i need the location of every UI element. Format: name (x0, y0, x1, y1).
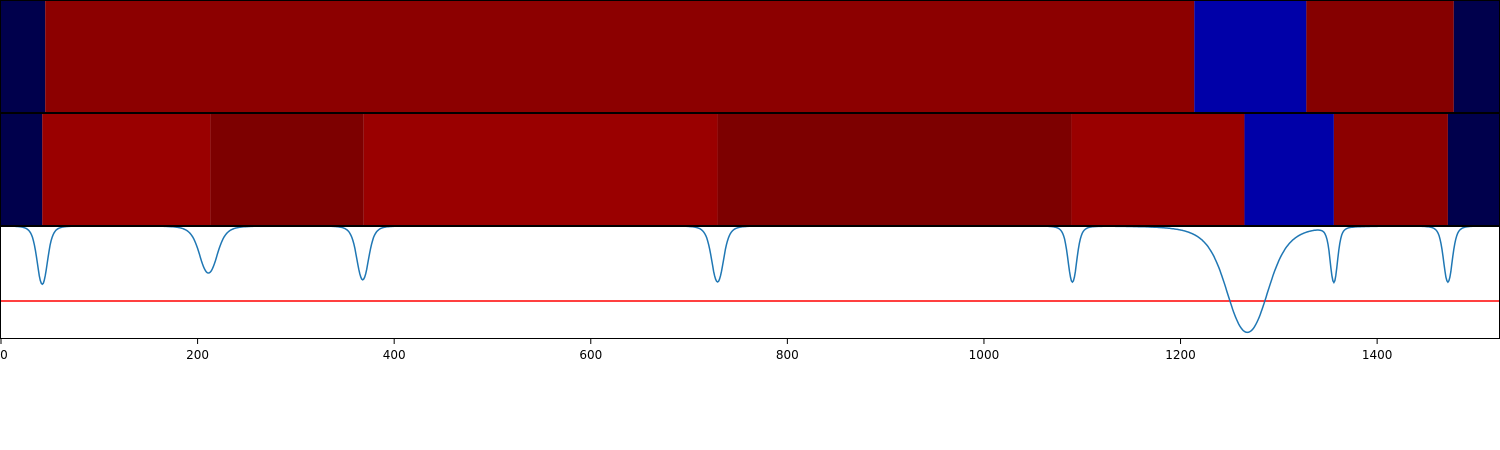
segment-0-3 (1306, 0, 1454, 112)
segment-1-6 (1244, 113, 1334, 225)
signal-panel-background (0, 226, 1500, 338)
segment-0-4 (1453, 0, 1500, 112)
x-tick-label-5: 1000 (969, 348, 1000, 362)
x-axis: 0 200 400 600 800 1000 1200 1400 (0, 339, 1392, 362)
x-tick-label-3: 600 (579, 348, 602, 362)
segment-0-2 (1194, 0, 1307, 112)
segment-1-7 (1333, 113, 1448, 225)
x-tick-label-4: 800 (776, 348, 799, 362)
segment-row-top (1, 0, 1500, 112)
segment-1-4 (717, 113, 1072, 225)
segment-0-0 (1, 0, 46, 112)
x-tick-label-7: 1400 (1362, 348, 1393, 362)
segment-1-1 (42, 113, 211, 225)
segment-1-8 (1447, 113, 1500, 225)
segment-1-0 (1, 113, 43, 225)
segment-1-5 (1071, 113, 1245, 225)
x-tick-label-0: 0 (0, 348, 8, 362)
segment-0-1 (45, 0, 1195, 112)
x-tick-label-6: 1200 (1165, 348, 1196, 362)
segment-row-middle (1, 113, 1500, 225)
x-tick-label-1: 200 (186, 348, 209, 362)
segment-1-3 (363, 113, 718, 225)
x-tick-label-2: 400 (383, 348, 406, 362)
segment-1-2 (210, 113, 364, 225)
signal-panel (0, 225, 1500, 338)
